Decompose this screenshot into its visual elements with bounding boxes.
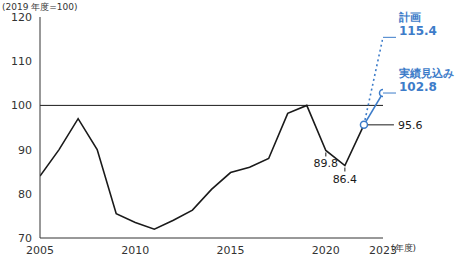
- svg-text:80: 80: [18, 188, 32, 201]
- svg-text:70: 70: [18, 232, 32, 245]
- svg-text:120: 120: [11, 11, 32, 24]
- svg-text:100: 100: [11, 99, 32, 112]
- svg-text:実績見込み: 実績見込み: [398, 67, 454, 80]
- svg-text:115.4: 115.4: [399, 24, 437, 38]
- svg-text:2020: 2020: [312, 244, 340, 257]
- svg-text:(年度): (年度): [391, 243, 416, 253]
- svg-text:90: 90: [18, 144, 32, 157]
- svg-text:86.4: 86.4: [333, 173, 358, 186]
- svg-text:2005: 2005: [26, 244, 54, 257]
- svg-text:95.6: 95.6: [398, 119, 423, 132]
- svg-text:110: 110: [11, 55, 32, 68]
- svg-text:計画: 計画: [398, 11, 421, 24]
- svg-text:2023: 2023: [369, 244, 397, 257]
- svg-text:89.8: 89.8: [314, 157, 339, 170]
- svg-text:2010: 2010: [121, 244, 149, 257]
- svg-text:2015: 2015: [217, 244, 245, 257]
- svg-text:102.8: 102.8: [399, 80, 437, 94]
